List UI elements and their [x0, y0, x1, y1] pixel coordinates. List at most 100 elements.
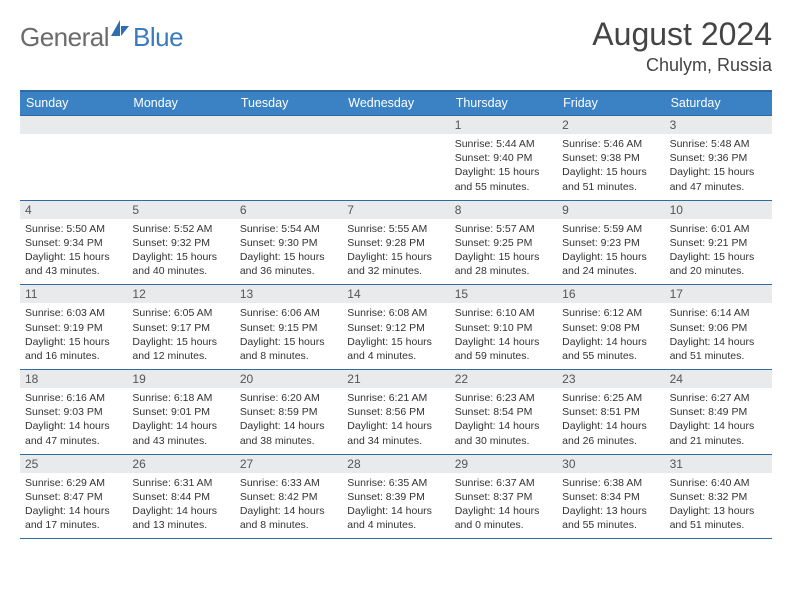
day-number: 20 — [235, 370, 342, 388]
week-row: 25Sunrise: 6:29 AMSunset: 8:47 PMDayligh… — [20, 454, 772, 540]
sunrise: Sunrise: 6:08 AM — [347, 306, 444, 320]
sunset: Sunset: 8:32 PM — [670, 490, 767, 504]
sunset: Sunset: 8:39 PM — [347, 490, 444, 504]
day-info: Sunrise: 6:05 AMSunset: 9:17 PMDaylight:… — [132, 306, 229, 363]
sunrise: Sunrise: 6:16 AM — [25, 391, 122, 405]
day-number: 17 — [665, 285, 772, 303]
weekday-label: Friday — [557, 92, 664, 115]
sunset: Sunset: 8:34 PM — [562, 490, 659, 504]
sunset: Sunset: 9:34 PM — [25, 236, 122, 250]
sunset: Sunset: 9:40 PM — [455, 151, 552, 165]
daylight-1: Daylight: 13 hours — [670, 504, 767, 518]
day-info: Sunrise: 5:57 AMSunset: 9:25 PMDaylight:… — [455, 222, 552, 279]
day-number: 7 — [342, 201, 449, 219]
day-cell: 27Sunrise: 6:33 AMSunset: 8:42 PMDayligh… — [235, 455, 342, 539]
week-row: 4Sunrise: 5:50 AMSunset: 9:34 PMDaylight… — [20, 200, 772, 285]
day-cell: 18Sunrise: 6:16 AMSunset: 9:03 PMDayligh… — [20, 370, 127, 454]
sunset: Sunset: 9:15 PM — [240, 321, 337, 335]
daylight-2: and 0 minutes. — [455, 518, 552, 532]
day-info: Sunrise: 6:38 AMSunset: 8:34 PMDaylight:… — [562, 476, 659, 533]
day-info: Sunrise: 6:18 AMSunset: 9:01 PMDaylight:… — [132, 391, 229, 448]
day-cell: 19Sunrise: 6:18 AMSunset: 9:01 PMDayligh… — [127, 370, 234, 454]
daylight-2: and 40 minutes. — [132, 264, 229, 278]
title-block: August 2024 Chulym, Russia — [592, 16, 772, 76]
daylight-1: Daylight: 14 hours — [455, 504, 552, 518]
sunrise: Sunrise: 6:01 AM — [670, 222, 767, 236]
day-info: Sunrise: 6:21 AMSunset: 8:56 PMDaylight:… — [347, 391, 444, 448]
daylight-2: and 24 minutes. — [562, 264, 659, 278]
day-info: Sunrise: 6:35 AMSunset: 8:39 PMDaylight:… — [347, 476, 444, 533]
daylight-2: and 8 minutes. — [240, 349, 337, 363]
day-number: 3 — [665, 116, 772, 134]
daylight-2: and 26 minutes. — [562, 434, 659, 448]
day-number — [20, 116, 127, 134]
daylight-2: and 20 minutes. — [670, 264, 767, 278]
brand-logo: General Blue — [20, 22, 183, 53]
daylight-2: and 17 minutes. — [25, 518, 122, 532]
brand-blue: Blue — [133, 22, 183, 53]
daylight-1: Daylight: 15 hours — [670, 165, 767, 179]
day-info: Sunrise: 6:33 AMSunset: 8:42 PMDaylight:… — [240, 476, 337, 533]
daylight-2: and 47 minutes. — [25, 434, 122, 448]
sunset: Sunset: 9:30 PM — [240, 236, 337, 250]
week-row: 1Sunrise: 5:44 AMSunset: 9:40 PMDaylight… — [20, 115, 772, 200]
daylight-2: and 4 minutes. — [347, 518, 444, 532]
day-number — [127, 116, 234, 134]
day-number — [235, 116, 342, 134]
sunrise: Sunrise: 5:52 AM — [132, 222, 229, 236]
sunrise: Sunrise: 6:03 AM — [25, 306, 122, 320]
day-info: Sunrise: 5:54 AMSunset: 9:30 PMDaylight:… — [240, 222, 337, 279]
day-number: 28 — [342, 455, 449, 473]
day-cell: 1Sunrise: 5:44 AMSunset: 9:40 PMDaylight… — [450, 116, 557, 200]
sunrise: Sunrise: 5:46 AM — [562, 137, 659, 151]
day-number: 11 — [20, 285, 127, 303]
sunrise: Sunrise: 5:54 AM — [240, 222, 337, 236]
sunrise: Sunrise: 6:27 AM — [670, 391, 767, 405]
month-title: August 2024 — [592, 16, 772, 53]
day-number — [342, 116, 449, 134]
day-number: 31 — [665, 455, 772, 473]
day-number: 13 — [235, 285, 342, 303]
sunrise: Sunrise: 6:38 AM — [562, 476, 659, 490]
day-cell: 29 Sunrise: 6:37 AMSunset: 8:37 PMDayligh… — [450, 455, 557, 539]
sunset: Sunset: 9:08 PM — [562, 321, 659, 335]
sunset: Sunset: 9:10 PM — [455, 321, 552, 335]
day-cell: 9Sunrise: 5:59 AMSunset: 9:23 PMDaylight… — [557, 201, 664, 285]
sunrise: Sunrise: 6:05 AM — [132, 306, 229, 320]
daylight-1: Daylight: 14 hours — [670, 419, 767, 433]
day-info: Sunrise: 6:06 AMSunset: 9:15 PMDaylight:… — [240, 306, 337, 363]
day-info: Sunrise: 5:55 AMSunset: 9:28 PMDaylight:… — [347, 222, 444, 279]
daylight-2: and 55 minutes. — [562, 518, 659, 532]
day-cell: 2Sunrise: 5:46 AMSunset: 9:38 PMDaylight… — [557, 116, 664, 200]
day-info: Sunrise: 5:50 AMSunset: 9:34 PMDaylight:… — [25, 222, 122, 279]
day-number: 14 — [342, 285, 449, 303]
header: General Blue August 2024 Chulym, Russia — [20, 16, 772, 76]
day-info: Sunrise: 6:37 AMSunset: 8:37 PMDaylight:… — [455, 476, 552, 533]
daylight-2: and 4 minutes. — [347, 349, 444, 363]
sunset: Sunset: 8:59 PM — [240, 405, 337, 419]
day-cell: 17Sunrise: 6:14 AMSunset: 9:06 PMDayligh… — [665, 285, 772, 369]
sunset: Sunset: 9:28 PM — [347, 236, 444, 250]
sunset: Sunset: 9:36 PM — [670, 151, 767, 165]
day-cell: 10Sunrise: 6:01 AMSunset: 9:21 PMDayligh… — [665, 201, 772, 285]
sunrise: Sunrise: 6:20 AM — [240, 391, 337, 405]
daylight-2: and 12 minutes. — [132, 349, 229, 363]
daylight-2: and 16 minutes. — [25, 349, 122, 363]
day-info: Sunrise: 6:03 AMSunset: 9:19 PMDaylight:… — [25, 306, 122, 363]
day-number: 16 — [557, 285, 664, 303]
day-number: 6 — [235, 201, 342, 219]
day-cell: 31Sunrise: 6:40 AMSunset: 8:32 PMDayligh… — [665, 455, 772, 539]
sunset: Sunset: 9:03 PM — [25, 405, 122, 419]
day-number: 12 — [127, 285, 234, 303]
week-row: 18Sunrise: 6:16 AMSunset: 9:03 PMDayligh… — [20, 369, 772, 454]
sunrise: Sunrise: 6:18 AM — [132, 391, 229, 405]
day-number: 25 — [20, 455, 127, 473]
sunset: Sunset: 9:32 PM — [132, 236, 229, 250]
day-number: 29 — [450, 455, 557, 473]
daylight-2: and 21 minutes. — [670, 434, 767, 448]
daylight-1: Daylight: 15 hours — [670, 250, 767, 264]
day-cell — [235, 116, 342, 200]
daylight-2: and 51 minutes. — [670, 349, 767, 363]
daylight-2: and 28 minutes. — [455, 264, 552, 278]
daylight-2: and 32 minutes. — [347, 264, 444, 278]
